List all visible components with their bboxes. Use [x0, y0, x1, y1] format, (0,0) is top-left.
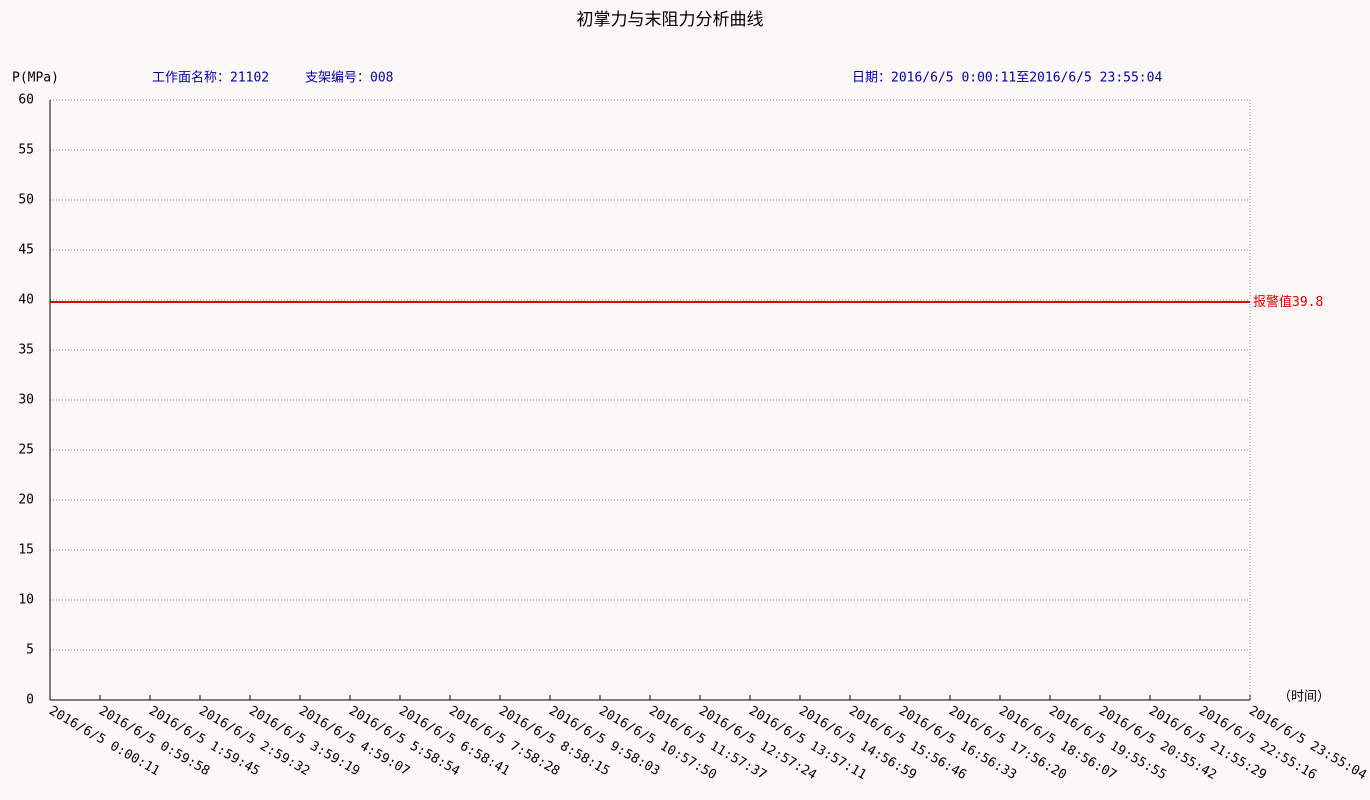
y-tick-label: 0 [26, 693, 34, 708]
y-tick-label: 10 [18, 593, 34, 608]
y-tick-label: 15 [18, 543, 34, 558]
y-tick-label: 55 [18, 143, 34, 158]
y-tick-label: 50 [18, 193, 34, 208]
y-tick-label: 30 [18, 393, 34, 408]
y-tick-label: 25 [18, 443, 34, 458]
y-tick-label: 5 [26, 643, 34, 658]
support-info: 支架编号：008 [305, 71, 393, 86]
y-tick-label: 60 [18, 93, 34, 108]
y-tick-label: 35 [18, 343, 34, 358]
y-tick-label: 45 [18, 243, 34, 258]
workface-info: 工作面名称：21102 [152, 70, 269, 86]
alarm-value: 39.8 [1292, 295, 1323, 310]
date-range: 日期：2016/6/5 0:00:11至2016/6/5 23:55:04 [852, 71, 1162, 86]
y-tick-label: 40 [18, 293, 34, 308]
y-tick-label: 20 [18, 493, 34, 508]
alarm-text: 报警值 [1253, 294, 1292, 310]
chart-title: 初掌力与末阻力分析曲线 [577, 10, 764, 30]
alarm-label: 报警值39.8 [1253, 294, 1323, 310]
x-axis-label: （时间） [1278, 690, 1330, 705]
y-axis-label: P(MPa) [12, 71, 59, 86]
